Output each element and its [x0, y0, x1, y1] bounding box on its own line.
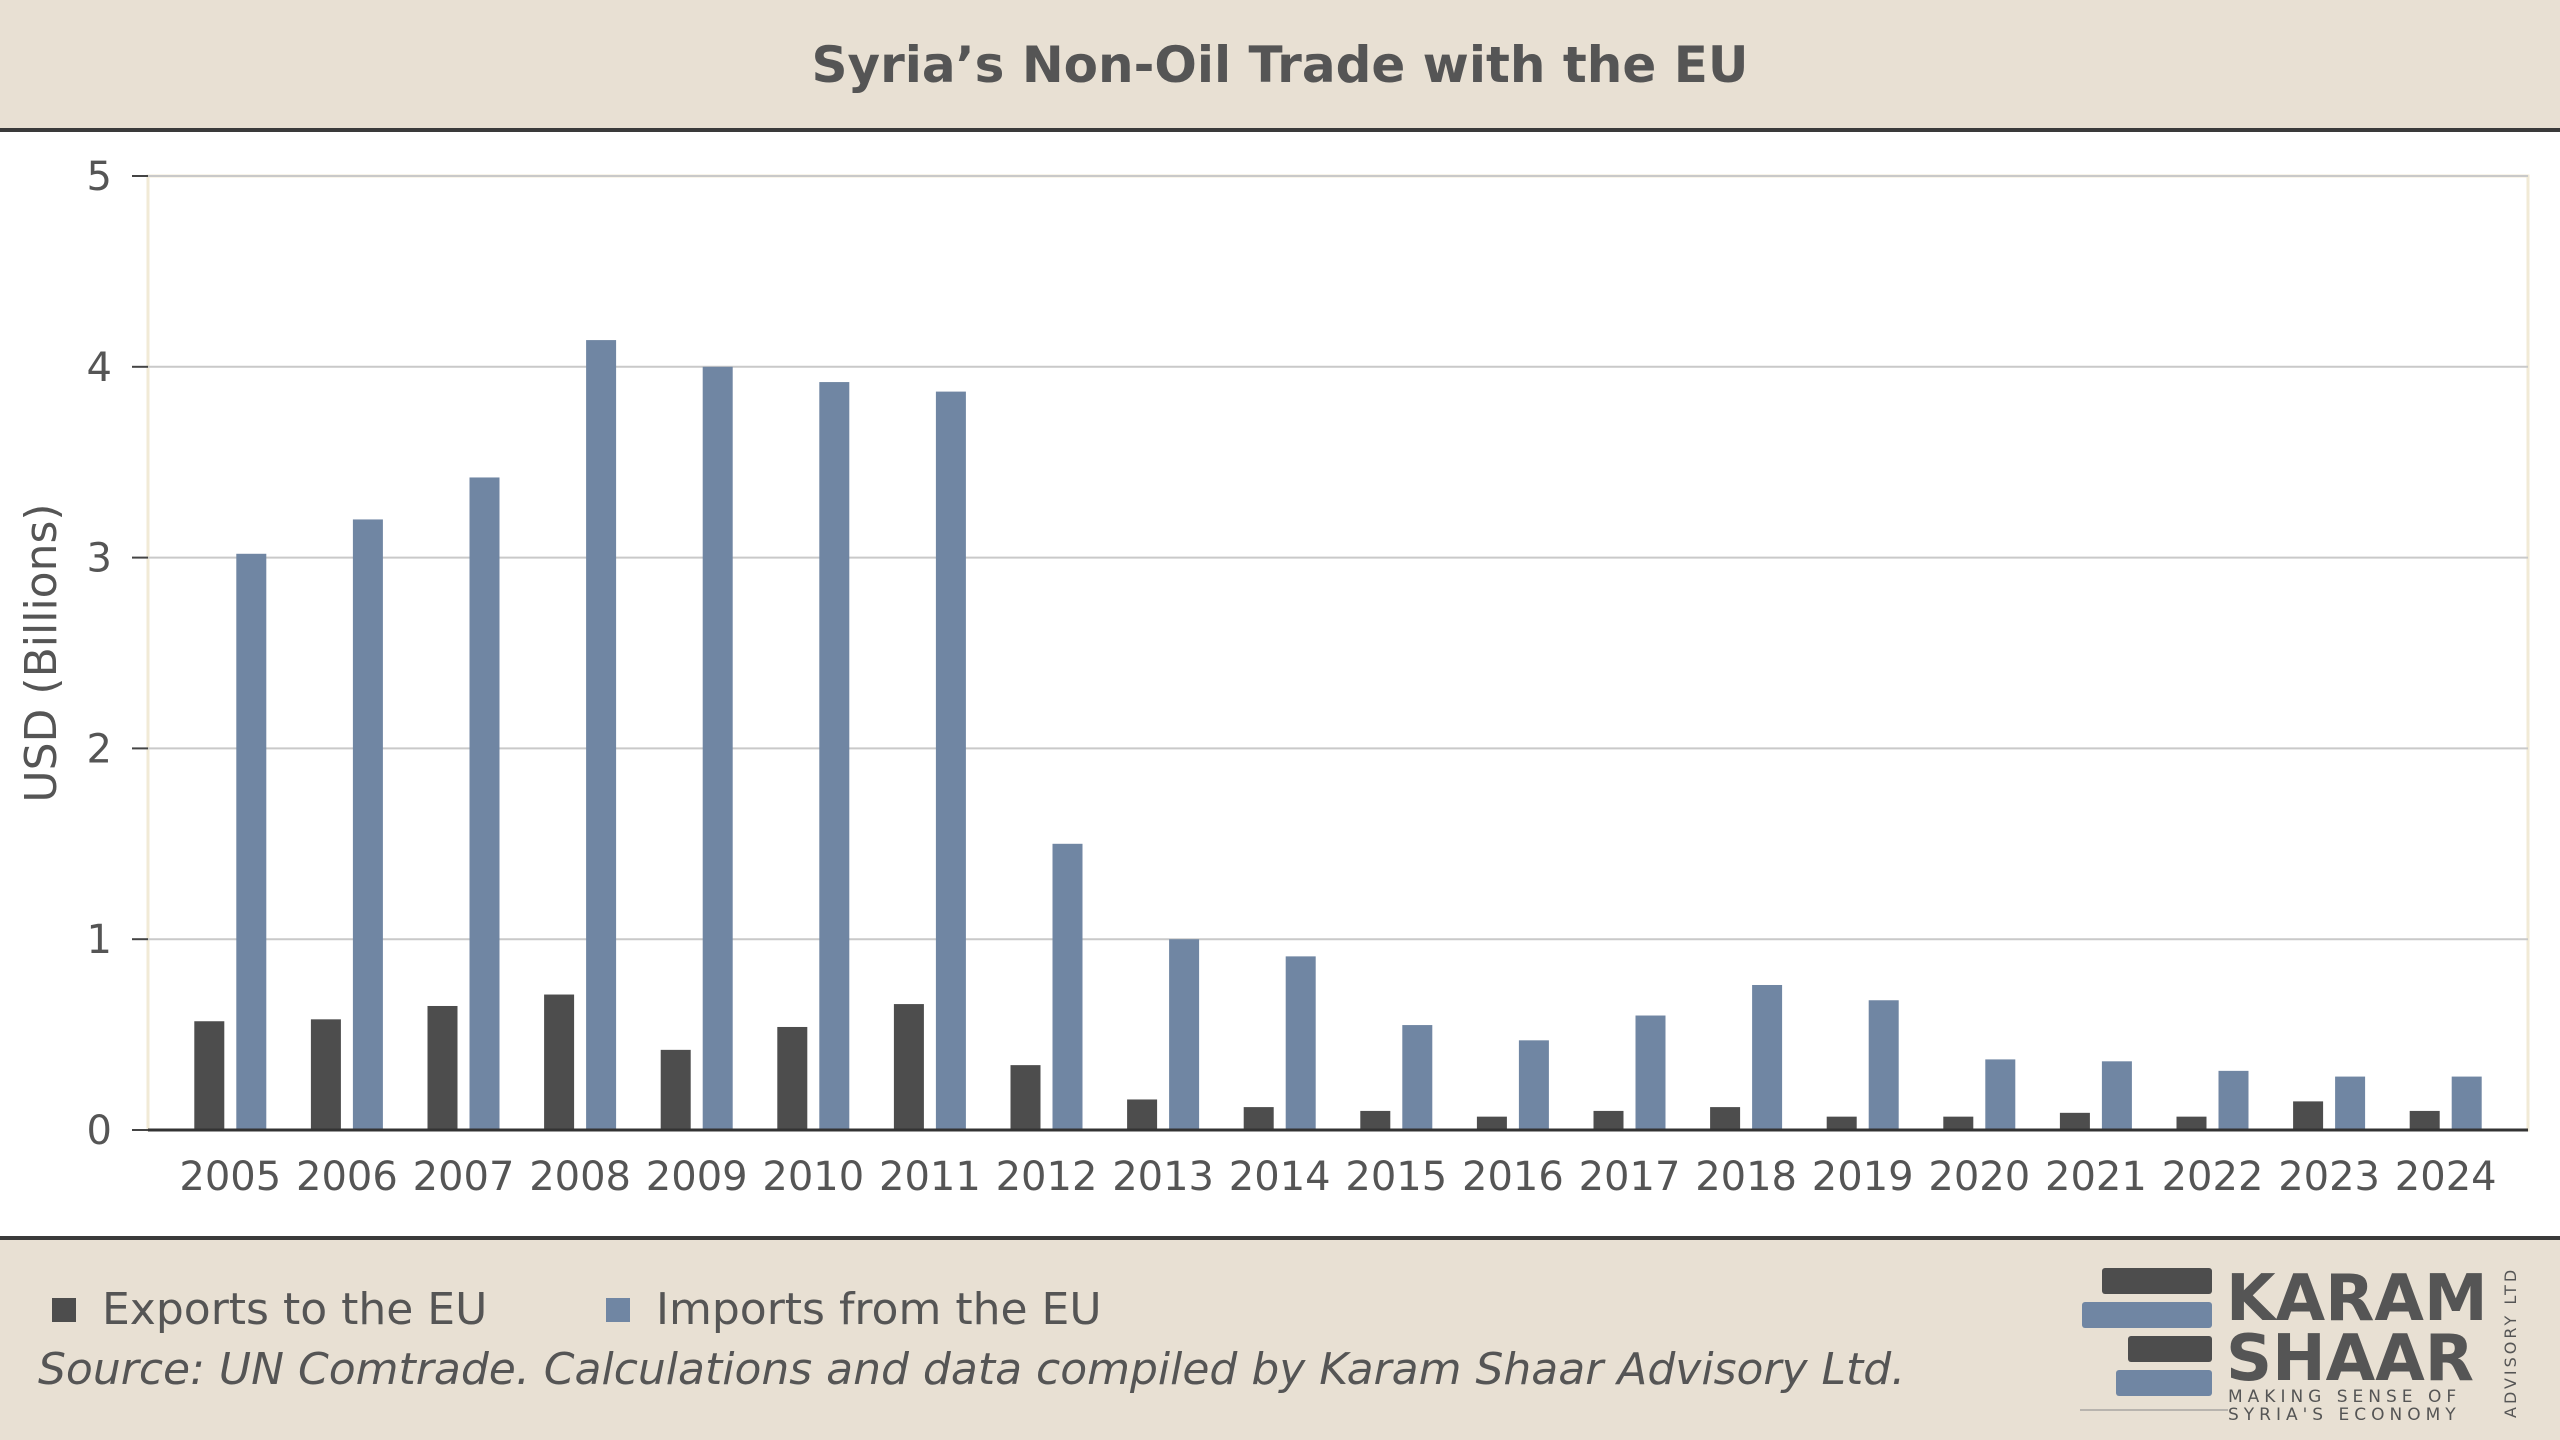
x-tick-label: 2008	[529, 1154, 631, 1200]
bar-imports-2010	[819, 382, 850, 1131]
bar-imports-2021	[2101, 1061, 2132, 1130]
bar-imports-2023	[2335, 1076, 2366, 1130]
bar-imports-2019	[1868, 1000, 1899, 1130]
legend-item-imports: Imports from the EU	[606, 1284, 1102, 1335]
bar-exports-2023	[2293, 1101, 2324, 1130]
bar-exports-2020	[1943, 1116, 1974, 1130]
bar-exports-2006	[310, 1019, 341, 1130]
bar-exports-2013	[1127, 1099, 1158, 1130]
legend-label-exports: Exports to the EU	[102, 1284, 488, 1335]
bar-imports-2016	[1518, 1040, 1549, 1130]
x-tick-label: 2023	[2278, 1154, 2380, 1200]
y-tick-label: 4	[87, 345, 112, 391]
bar-imports-2007	[469, 477, 500, 1130]
bar-imports-2006	[352, 519, 383, 1130]
karam-shaar-logo: KARAM SHAAR MAKING SENSE OF SYRIA'S ECON…	[2080, 1268, 2520, 1425]
bar-imports-2011	[935, 391, 966, 1130]
y-tick-label: 2	[87, 726, 112, 772]
logo-text-1: KARAM	[2226, 1268, 2488, 1336]
bar-imports-2018	[1752, 984, 1783, 1130]
bar-exports-2008	[544, 994, 575, 1130]
logo-tagline-2: SYRIA'S ECONOMY	[2228, 1405, 2461, 1425]
x-tick-label: 2019	[1812, 1154, 1914, 1200]
bar-exports-2012	[1010, 1065, 1041, 1130]
x-tick-label: 2021	[2045, 1154, 2147, 1200]
logo-bar-1	[2102, 1268, 2212, 1294]
x-tick-label: 2013	[1112, 1154, 1214, 1200]
bar-exports-2016	[1476, 1116, 1507, 1130]
x-tick-label: 2011	[879, 1154, 981, 1200]
x-tick-label: 2009	[646, 1154, 748, 1200]
bar-exports-2011	[893, 1004, 924, 1130]
x-tick-label: 2007	[413, 1154, 515, 1200]
bar-exports-2022	[2176, 1116, 2207, 1130]
x-tick-label: 2015	[1345, 1154, 1447, 1200]
source-note: Source: UN Comtrade. Calculations and da…	[38, 1344, 1906, 1395]
bar-exports-2005	[194, 1021, 225, 1130]
bar-exports-2009	[660, 1049, 691, 1130]
x-tick-label: 2014	[1229, 1154, 1331, 1200]
x-tick-label: 2017	[1579, 1154, 1681, 1200]
x-tick-label: 2010	[762, 1154, 864, 1200]
legend-item-exports: Exports to the EU	[52, 1284, 487, 1335]
bar-imports-2017	[1635, 1015, 1666, 1130]
bar-imports-2009	[702, 366, 733, 1130]
x-tick-label: 2022	[2162, 1154, 2264, 1200]
bar-imports-2014	[1285, 956, 1316, 1130]
bar-exports-2015	[1360, 1110, 1391, 1130]
logo-side-text: ADVISORY LTD.	[2501, 1268, 2520, 1418]
logo-bar-3	[2128, 1336, 2212, 1362]
chart-title: Syria’s Non-Oil Trade with the EU	[811, 36, 1749, 94]
bar-exports-2017	[1593, 1110, 1624, 1130]
x-tick-label: 2018	[1695, 1154, 1797, 1200]
legend-swatch-imports	[606, 1297, 630, 1322]
header: Syria’s Non-Oil Trade with the EU	[0, 0, 2560, 132]
bar-imports-2008	[586, 340, 617, 1130]
bar-exports-2024	[2409, 1110, 2440, 1130]
bar-exports-2018	[1710, 1107, 1741, 1130]
footer: Exports to the EU Imports from the EU So…	[0, 1236, 2560, 1440]
legend-swatch-exports	[52, 1297, 76, 1322]
bar-imports-2024	[2451, 1076, 2482, 1130]
x-tick-label: 2006	[296, 1154, 398, 1200]
bar-imports-2013	[1169, 939, 1200, 1130]
x-tick-label: 2016	[1462, 1154, 1564, 1200]
bar-exports-2010	[777, 1026, 808, 1130]
bar-imports-2012	[1052, 843, 1083, 1130]
x-tick-label: 2024	[2395, 1154, 2497, 1200]
bar-exports-2021	[2059, 1112, 2090, 1130]
x-tick-label: 2012	[996, 1154, 1098, 1200]
bar-imports-2020	[1985, 1059, 2016, 1130]
x-tick-label: 2020	[1928, 1154, 2030, 1200]
bar-exports-2014	[1243, 1107, 1274, 1130]
bar-imports-2022	[2218, 1070, 2249, 1130]
x-tick-label: 2005	[179, 1154, 281, 1200]
y-tick-label: 1	[87, 917, 112, 963]
bar-chart: 0 1 2 3 4 5 USD (Billions) 2005 2006 2007 2008 2009…	[16, 154, 2530, 1200]
y-tick-label: 3	[87, 536, 112, 582]
bar-exports-2019	[1826, 1116, 1857, 1130]
plot-background	[146, 174, 2530, 1132]
logo-bar-4	[2116, 1370, 2212, 1396]
chart-area: 0 1 2 3 4 5 USD (Billions) 2005 2006 2007 2008 2009…	[0, 132, 2560, 1237]
bar-imports-2005	[236, 553, 267, 1130]
bar-imports-2015	[1402, 1025, 1433, 1130]
logo-tagline-1: MAKING SENSE OF	[2228, 1387, 2461, 1407]
bar-exports-2007	[427, 1005, 458, 1130]
y-tick-label: 0	[87, 1108, 112, 1154]
logo-bar-2	[2082, 1302, 2212, 1328]
logo-text-2: SHAAR	[2226, 1322, 2474, 1396]
y-axis-label: USD (Billions)	[16, 503, 67, 802]
y-tick-label: 5	[87, 154, 112, 200]
legend-label-imports: Imports from the EU	[656, 1284, 1102, 1335]
